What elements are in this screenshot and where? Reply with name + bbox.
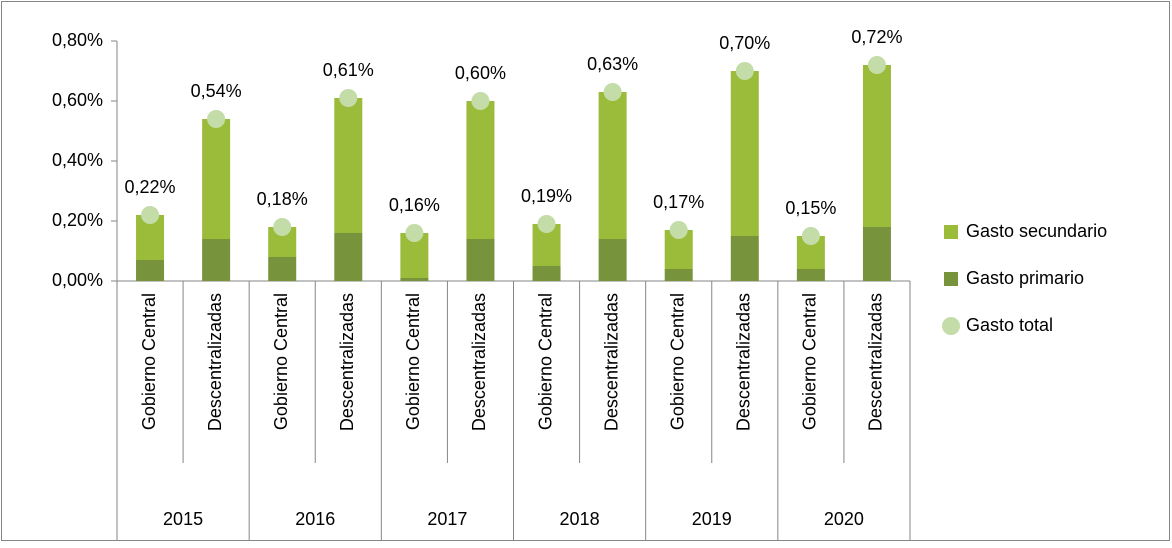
data-label: 0,61% bbox=[323, 60, 374, 80]
bar bbox=[466, 101, 495, 239]
x-tick-label: Gobierno Central bbox=[271, 293, 291, 430]
x-tick-label: Descentralizadas bbox=[866, 293, 886, 431]
y-tick-label: 0,00% bbox=[52, 270, 103, 290]
bar bbox=[664, 269, 693, 281]
group-label: 2018 bbox=[560, 509, 600, 529]
group-label: 2020 bbox=[824, 509, 864, 529]
bar bbox=[598, 239, 627, 281]
bar bbox=[532, 266, 561, 281]
x-tick-label: Gobierno Central bbox=[139, 293, 159, 430]
data-label: 0,22% bbox=[125, 177, 176, 197]
legend-label: Gasto secundario bbox=[966, 221, 1107, 241]
total-marker bbox=[339, 89, 358, 107]
data-label: 0,63% bbox=[587, 54, 638, 74]
data-label: 0,60% bbox=[455, 63, 506, 83]
data-label: 0,19% bbox=[521, 186, 572, 206]
legend-label: Gasto primario bbox=[966, 268, 1084, 288]
x-tick-label: Gobierno Central bbox=[535, 293, 555, 430]
bar bbox=[466, 239, 495, 281]
total-marker bbox=[735, 62, 754, 80]
bar bbox=[400, 278, 429, 281]
total-marker bbox=[405, 224, 424, 242]
total-marker bbox=[207, 110, 226, 128]
bar bbox=[862, 65, 891, 227]
total-marker bbox=[141, 206, 160, 224]
group-label: 2015 bbox=[163, 509, 203, 529]
legend-swatch bbox=[944, 225, 958, 239]
y-tick-label: 0,20% bbox=[52, 210, 103, 230]
group-label: 2019 bbox=[692, 509, 732, 529]
y-tick-label: 0,40% bbox=[52, 150, 103, 170]
x-tick-label: Descentralizadas bbox=[601, 293, 621, 431]
x-tick-label: Gobierno Central bbox=[403, 293, 423, 430]
bar bbox=[136, 260, 165, 281]
total-marker bbox=[801, 227, 820, 245]
total-marker bbox=[603, 83, 622, 101]
data-label: 0,54% bbox=[191, 81, 242, 101]
bar bbox=[730, 236, 759, 281]
legend-swatch bbox=[944, 272, 958, 286]
data-label: 0,18% bbox=[257, 189, 308, 209]
x-tick-label: Descentralizadas bbox=[205, 293, 225, 431]
bar bbox=[202, 239, 231, 281]
data-label: 0,16% bbox=[389, 195, 440, 215]
total-marker bbox=[471, 92, 490, 110]
data-label: 0,15% bbox=[785, 198, 836, 218]
bar bbox=[334, 98, 363, 233]
bar bbox=[202, 119, 231, 239]
data-label: 0,72% bbox=[851, 27, 902, 47]
y-tick-label: 0,60% bbox=[52, 90, 103, 110]
data-label: 0,17% bbox=[653, 192, 704, 212]
x-tick-label: Descentralizadas bbox=[337, 293, 357, 431]
x-tick-label: Descentralizadas bbox=[469, 293, 489, 431]
x-tick-label: Gobierno Central bbox=[800, 293, 820, 430]
total-marker bbox=[669, 221, 688, 239]
bar bbox=[334, 233, 363, 281]
data-label: 0,70% bbox=[719, 33, 770, 53]
x-tick-label: Descentralizadas bbox=[734, 293, 754, 431]
total-marker bbox=[537, 215, 556, 233]
group-label: 2016 bbox=[295, 509, 335, 529]
y-tick-label: 0,80% bbox=[52, 30, 103, 50]
bar bbox=[598, 92, 627, 239]
total-marker bbox=[867, 56, 886, 74]
x-tick-label: Gobierno Central bbox=[667, 293, 687, 430]
bar bbox=[268, 257, 297, 281]
total-marker bbox=[273, 218, 292, 236]
group-label: 2017 bbox=[427, 509, 467, 529]
legend-label: Gasto total bbox=[966, 315, 1053, 335]
bar bbox=[796, 269, 825, 281]
legend-swatch bbox=[942, 317, 960, 335]
bar bbox=[730, 71, 759, 236]
bar bbox=[862, 227, 891, 281]
